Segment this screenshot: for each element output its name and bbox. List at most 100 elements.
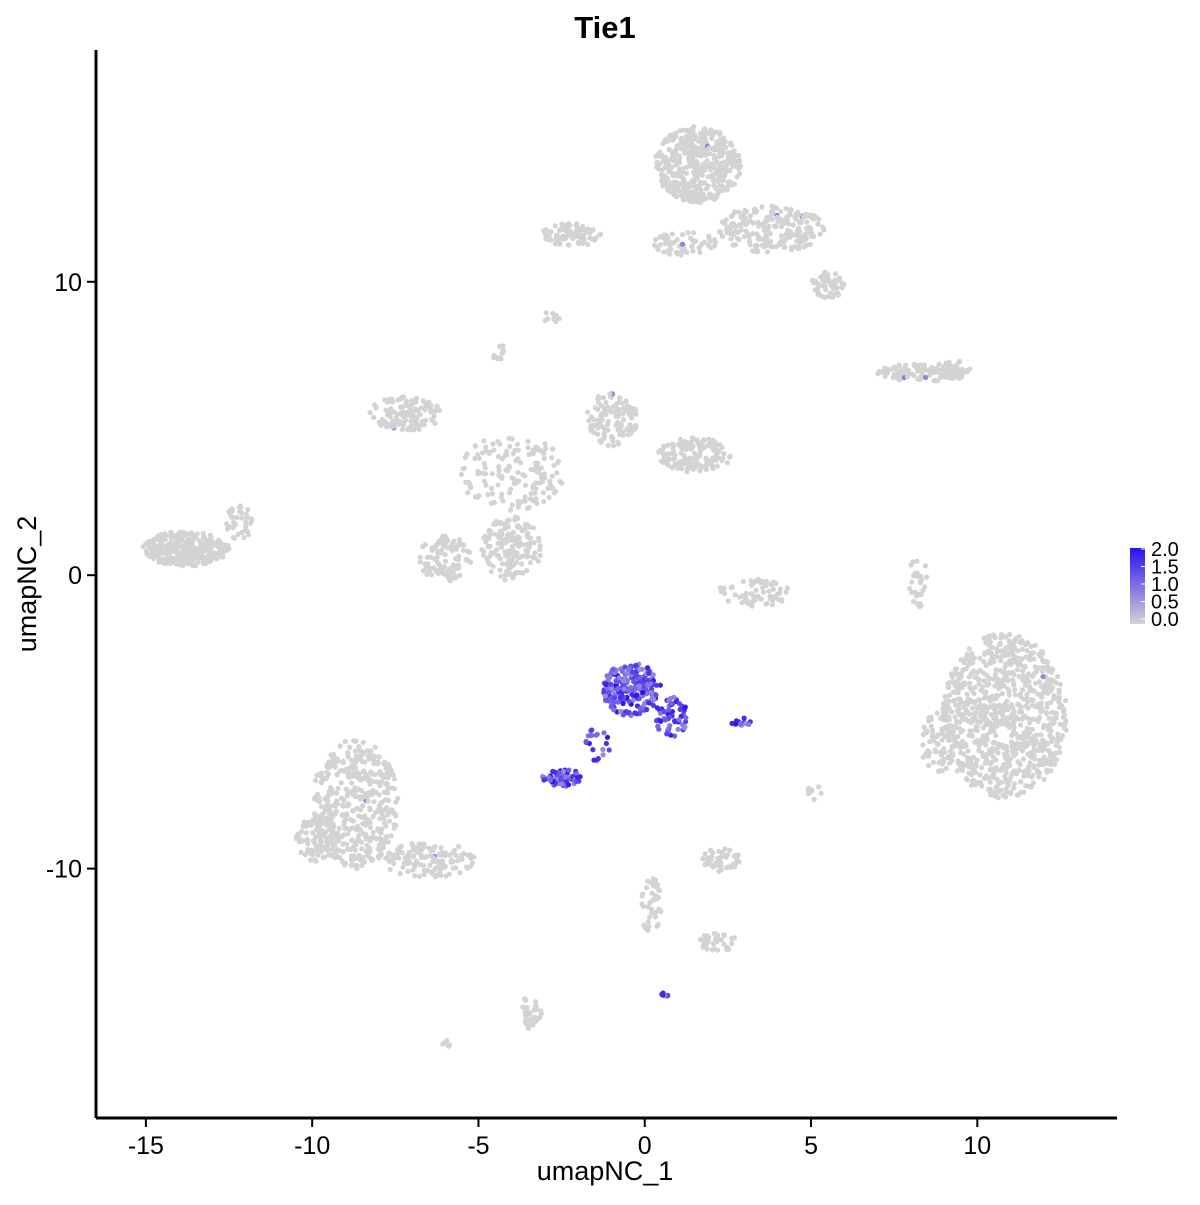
point: [723, 854, 729, 861]
point: [176, 537, 182, 543]
point: [690, 199, 696, 205]
point: [565, 782, 572, 788]
point: [608, 681, 614, 687]
point: [999, 680, 1005, 686]
point: [922, 563, 929, 569]
point: [1012, 692, 1018, 698]
point: [423, 854, 429, 860]
point: [724, 224, 731, 230]
point: [707, 151, 713, 157]
point: [934, 734, 940, 740]
point: [788, 207, 794, 213]
point: [208, 535, 214, 541]
point: [399, 850, 405, 856]
point: [967, 685, 973, 691]
point: [683, 146, 690, 152]
point: [665, 248, 671, 254]
point: [525, 445, 531, 451]
point: [1049, 685, 1056, 691]
point: [1017, 722, 1024, 728]
point: [629, 427, 635, 433]
point: [1034, 704, 1040, 710]
point: [832, 271, 839, 277]
point: [367, 824, 374, 831]
point: [953, 724, 959, 730]
point: [325, 838, 331, 845]
point: [834, 290, 841, 296]
point: [644, 706, 650, 713]
point: [796, 225, 802, 231]
point: [438, 845, 444, 851]
point: [305, 841, 311, 847]
point: [524, 554, 530, 560]
point: [943, 699, 949, 705]
point: [655, 723, 661, 729]
point: [779, 597, 785, 603]
cluster-upper-mid-west: [367, 394, 442, 433]
point: [601, 730, 607, 736]
point: [312, 794, 318, 800]
point: [993, 757, 999, 763]
point: [515, 498, 521, 504]
point: [546, 494, 552, 501]
point: [356, 744, 362, 750]
point: [676, 160, 682, 166]
point: [424, 571, 430, 578]
point: [524, 567, 530, 574]
point: [1040, 725, 1047, 731]
point: [536, 537, 542, 544]
point: [405, 868, 411, 875]
point: [1055, 674, 1061, 680]
point: [679, 249, 685, 255]
point: [481, 552, 487, 558]
point: [718, 160, 724, 166]
point: [483, 482, 489, 488]
point: [1023, 642, 1029, 648]
cluster-small-north: [542, 310, 562, 324]
point: [627, 422, 633, 428]
point: [982, 760, 988, 766]
point: [1018, 704, 1024, 710]
point: [891, 371, 897, 377]
point: [674, 237, 680, 243]
point: [339, 812, 345, 818]
point: [618, 423, 624, 429]
point: [437, 566, 443, 572]
point: [711, 439, 717, 445]
point: [340, 841, 346, 847]
point: [695, 162, 701, 168]
point: [727, 847, 733, 853]
point: [709, 862, 715, 868]
point: [712, 155, 718, 161]
point: [499, 350, 505, 356]
point: [499, 491, 505, 497]
point: [714, 166, 721, 172]
point: [759, 204, 765, 210]
point: [722, 846, 728, 852]
point: [495, 540, 501, 546]
point: [950, 689, 956, 695]
point: [1044, 701, 1050, 707]
point: [717, 229, 723, 235]
point: [444, 572, 450, 578]
point: [375, 759, 381, 765]
point: [389, 771, 395, 777]
point: [676, 717, 682, 723]
point: [387, 407, 393, 413]
point: [921, 724, 927, 730]
point: [377, 809, 383, 815]
x-tick-label: -10: [294, 1132, 330, 1160]
point: [541, 228, 547, 234]
point: [654, 159, 660, 166]
point: [234, 514, 240, 521]
point: [600, 752, 606, 758]
point: [602, 693, 608, 699]
point: [895, 375, 901, 381]
point: [824, 272, 830, 278]
point: [679, 137, 685, 143]
point: [412, 864, 418, 870]
point: [1011, 768, 1017, 774]
point: [753, 243, 759, 249]
point: [537, 552, 543, 559]
